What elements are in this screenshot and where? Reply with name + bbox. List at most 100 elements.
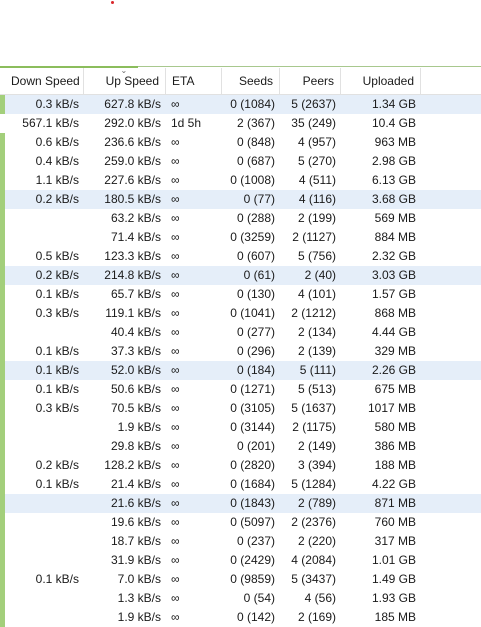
table-row[interactable]: 31.9 kB/s ∞ 0 (2429) 4 (2084) 1.01 GB — [0, 551, 481, 570]
peers-cell: 2 (1127) — [292, 230, 336, 244]
peers-cell: 2 (134) — [297, 325, 336, 339]
table-row[interactable]: 1.9 kB/s ∞ 0 (3144) 2 (1175) 580 MB — [0, 418, 481, 437]
peers-cell: 2 (1212) — [291, 306, 336, 320]
seeds-cell: 0 (54) — [243, 591, 275, 605]
column-header-eta[interactable]: ETA — [166, 68, 222, 94]
peers-cell: 4 (101) — [297, 287, 336, 301]
table-row[interactable]: 29.8 kB/s ∞ 0 (201) 2 (149) 386 MB — [0, 437, 481, 456]
up-speed-cell: 31.9 kB/s — [110, 553, 161, 567]
status-indicator — [0, 475, 5, 494]
table-row[interactable]: 0.1 kB/s 65.7 kB/s ∞ 0 (130) 4 (101) 1.57 GB — [0, 285, 481, 304]
up-speed-cell: 18.7 kB/s — [110, 534, 161, 548]
eta-cell: ∞ — [171, 553, 180, 567]
column-header-up-speed[interactable]: ⌄ Up Speed — [84, 66, 166, 94]
down-speed-cell — [5, 551, 84, 570]
down-speed-cell — [5, 532, 84, 551]
down-speed-cell — [5, 418, 84, 437]
eta-cell: 1d 5h — [171, 116, 202, 130]
table-row[interactable]: 0.3 kB/s 627.8 kB/s ∞ 0 (1084) 5 (2637) 1.34 … — [0, 95, 481, 114]
eta-cell: ∞ — [171, 610, 180, 624]
sort-chevron-down-icon: ⌄ — [120, 66, 128, 75]
table-row[interactable]: 0.1 kB/s 37.3 kB/s ∞ 0 (296) 2 (139) 329 MB — [0, 342, 481, 361]
peers-cell: 2 (40) — [304, 268, 336, 282]
peers-cell: 3 (394) — [297, 458, 336, 472]
status-indicator — [0, 171, 5, 190]
table-row[interactable]: 19.6 kB/s ∞ 0 (5097) 2 (2376) 760 MB — [0, 513, 481, 532]
table-header: Down Speed ⌄ Up Speed ETA Seeds Peers Up… — [0, 66, 481, 95]
uploaded-cell: 871 MB — [374, 496, 416, 510]
down-speed-cell: 0.1 kB/s — [35, 572, 79, 586]
peers-cell: 5 (2637) — [291, 97, 336, 111]
table-row[interactable]: 0.1 kB/s 52.0 kB/s ∞ 0 (184) 5 (111) 2.26 GB — [0, 361, 481, 380]
seeds-cell: 0 (3259) — [230, 230, 275, 244]
up-speed-cell: 21.4 kB/s — [110, 477, 161, 491]
red-marker-dot — [111, 1, 114, 4]
eta-cell: ∞ — [171, 154, 180, 168]
up-speed-cell: 29.8 kB/s — [110, 439, 161, 453]
uploaded-cell: 1.49 GB — [371, 572, 416, 586]
table-row[interactable]: 0.5 kB/s 123.3 kB/s ∞ 0 (607) 5 (756) 2.32 GB — [0, 247, 481, 266]
table-row[interactable]: 18.7 kB/s ∞ 0 (237) 2 (220) 317 MB — [0, 532, 481, 551]
down-speed-cell: 1.1 kB/s — [35, 173, 79, 187]
column-header-down-speed[interactable]: Down Speed — [5, 68, 84, 94]
table-row[interactable]: 0.2 kB/s 214.8 kB/s ∞ 0 (61) 2 (40) 3.03 GB — [0, 266, 481, 285]
peers-cell: 2 (1175) — [292, 420, 336, 434]
table-row[interactable]: 567.1 kB/s 292.0 kB/s 1d 5h 2 (367) 35 (249)… — [0, 114, 481, 133]
table-row[interactable]: 0.4 kB/s 259.0 kB/s ∞ 0 (687) 5 (270) 2.98 GB — [0, 152, 481, 171]
table-row[interactable]: 0.3 kB/s 70.5 kB/s ∞ 0 (3105) 5 (1637) 1017 M… — [0, 399, 481, 418]
uploaded-cell: 329 MB — [374, 344, 416, 358]
status-indicator — [0, 513, 5, 532]
table-row[interactable]: 71.4 kB/s ∞ 0 (3259) 2 (1127) 884 MB — [0, 228, 481, 247]
table-row[interactable]: 0.1 kB/s 50.6 kB/s ∞ 0 (1271) 5 (513) 675 MB — [0, 380, 481, 399]
down-speed-cell: 0.5 kB/s — [35, 249, 79, 263]
column-header-peers[interactable]: Peers — [280, 68, 341, 94]
status-indicator — [0, 589, 5, 608]
seeds-cell: 0 (687) — [236, 154, 275, 168]
peers-cell: 5 (3437) — [291, 572, 336, 586]
down-speed-cell — [5, 437, 84, 456]
up-speed-cell: 19.6 kB/s — [110, 515, 161, 529]
down-speed-cell: 0.1 kB/s — [35, 287, 79, 301]
tab-strip-border — [0, 66, 481, 67]
eta-cell: ∞ — [171, 572, 180, 586]
seeds-cell: 0 (184) — [236, 363, 275, 377]
status-indicator — [0, 95, 5, 114]
seeds-cell: 0 (1271) — [230, 382, 275, 396]
uploaded-cell: 2.98 GB — [371, 154, 416, 168]
uploaded-cell: 188 MB — [374, 458, 416, 472]
eta-cell: ∞ — [171, 534, 180, 548]
up-speed-cell: 21.6 kB/s — [110, 496, 161, 510]
table-row[interactable]: 1.1 kB/s 227.6 kB/s ∞ 0 (1008) 4 (511) 6.13 G… — [0, 171, 481, 190]
column-header-seeds[interactable]: Seeds — [222, 68, 280, 94]
table-row[interactable]: 1.3 kB/s ∞ 0 (54) 4 (56) 1.93 GB — [0, 589, 481, 608]
eta-cell: ∞ — [171, 382, 180, 396]
status-indicator — [0, 380, 5, 399]
up-speed-cell: 119.1 kB/s — [105, 306, 161, 320]
seeds-cell: 0 (288) — [236, 211, 275, 225]
table-row[interactable]: 0.2 kB/s 180.5 kB/s ∞ 0 (77) 4 (116) 3.68 GB — [0, 190, 481, 209]
table-row[interactable]: 0.1 kB/s 21.4 kB/s ∞ 0 (1684) 5 (1284) 4.22 G… — [0, 475, 481, 494]
table-row[interactable]: 0.2 kB/s 128.2 kB/s ∞ 0 (2820) 3 (394) 188 MB — [0, 456, 481, 475]
up-speed-cell: 123.3 kB/s — [104, 249, 161, 263]
table-row[interactable]: 0.1 kB/s 7.0 kB/s ∞ 0 (9859) 5 (3437) 1.49 GB — [0, 570, 481, 589]
down-speed-cell — [5, 209, 84, 228]
status-indicator — [0, 228, 5, 247]
seeds-cell: 0 (61) — [243, 268, 275, 282]
uploaded-cell: 884 MB — [374, 230, 416, 244]
status-indicator — [0, 570, 5, 589]
table-row[interactable]: 0.6 kB/s 236.6 kB/s ∞ 0 (848) 4 (957) 963 MB — [0, 133, 481, 152]
torrent-table: Down Speed ⌄ Up Speed ETA Seeds Peers Up… — [0, 66, 481, 627]
peers-cell: 2 (220) — [297, 534, 336, 548]
up-speed-cell: 259.0 kB/s — [104, 154, 161, 168]
table-row[interactable]: 0.3 kB/s 119.1 kB/s ∞ 0 (1041) 2 (1212) 868 M… — [0, 304, 481, 323]
column-header-uploaded[interactable]: Uploaded — [341, 68, 421, 94]
uploaded-cell: 675 MB — [374, 382, 416, 396]
seeds-cell: 0 (9859) — [230, 572, 275, 586]
table-row[interactable]: 63.2 kB/s ∞ 0 (288) 2 (199) 569 MB — [0, 209, 481, 228]
seeds-cell: 0 (130) — [236, 287, 275, 301]
status-indicator — [0, 342, 5, 361]
table-row[interactable]: 21.6 kB/s ∞ 0 (1843) 2 (789) 871 MB — [0, 494, 481, 513]
peers-cell: 2 (149) — [297, 439, 336, 453]
table-row[interactable]: 40.4 kB/s ∞ 0 (277) 2 (134) 4.44 GB — [0, 323, 481, 342]
peers-cell: 4 (116) — [298, 192, 336, 206]
